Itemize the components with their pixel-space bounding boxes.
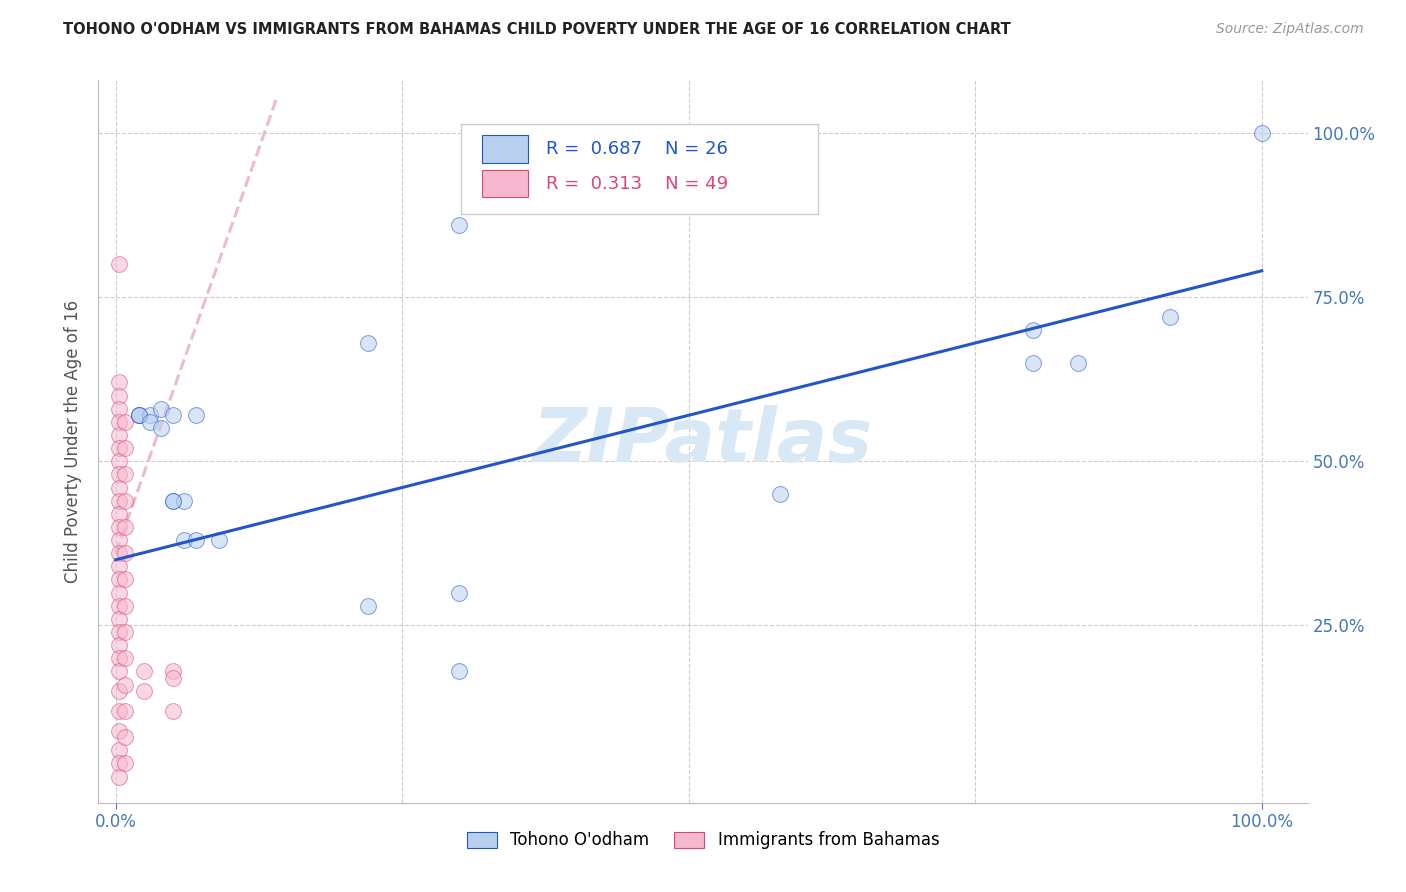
Point bbox=[139, 415, 162, 429]
Point bbox=[108, 388, 131, 402]
Point bbox=[114, 599, 136, 613]
Point bbox=[128, 409, 150, 423]
Point bbox=[114, 467, 136, 482]
Point bbox=[1159, 310, 1181, 324]
Point bbox=[1250, 126, 1272, 140]
Point bbox=[769, 487, 792, 501]
Point bbox=[162, 493, 184, 508]
Point bbox=[173, 493, 195, 508]
Point bbox=[108, 401, 131, 416]
Point bbox=[150, 421, 173, 435]
Point bbox=[108, 493, 131, 508]
Point bbox=[1067, 356, 1090, 370]
FancyBboxPatch shape bbox=[482, 136, 527, 162]
Point bbox=[108, 770, 131, 784]
Point bbox=[108, 756, 131, 771]
Point bbox=[108, 585, 131, 599]
Point bbox=[162, 704, 184, 718]
Text: ZIPatlas: ZIPatlas bbox=[533, 405, 873, 478]
Point bbox=[108, 415, 131, 429]
Point bbox=[108, 704, 131, 718]
Point bbox=[173, 533, 195, 547]
Point bbox=[162, 665, 184, 679]
Point bbox=[108, 546, 131, 560]
Point bbox=[108, 665, 131, 679]
Point bbox=[150, 401, 173, 416]
Point bbox=[208, 533, 231, 547]
Point bbox=[108, 428, 131, 442]
Text: Source: ZipAtlas.com: Source: ZipAtlas.com bbox=[1216, 22, 1364, 37]
Point bbox=[114, 625, 136, 640]
Point bbox=[128, 409, 150, 423]
Point bbox=[108, 257, 131, 271]
Point bbox=[108, 533, 131, 547]
Point bbox=[108, 467, 131, 482]
Point bbox=[108, 723, 131, 738]
Point bbox=[114, 573, 136, 587]
Point bbox=[114, 441, 136, 455]
Text: R =  0.687    N = 26: R = 0.687 N = 26 bbox=[546, 140, 728, 158]
Point bbox=[114, 493, 136, 508]
Point bbox=[108, 507, 131, 521]
Point bbox=[162, 409, 184, 423]
Point bbox=[114, 520, 136, 534]
Point bbox=[184, 533, 207, 547]
Point bbox=[108, 638, 131, 652]
Point bbox=[108, 481, 131, 495]
Point bbox=[114, 651, 136, 665]
Point bbox=[114, 415, 136, 429]
Point bbox=[184, 409, 207, 423]
Point bbox=[139, 409, 162, 423]
Point bbox=[108, 743, 131, 757]
Point bbox=[162, 671, 184, 685]
Point bbox=[114, 756, 136, 771]
Point bbox=[134, 684, 156, 698]
Point bbox=[108, 684, 131, 698]
Point bbox=[114, 704, 136, 718]
Point bbox=[134, 665, 156, 679]
Point bbox=[108, 573, 131, 587]
Point bbox=[128, 409, 150, 423]
Point bbox=[357, 599, 380, 613]
Text: TOHONO O'ODHAM VS IMMIGRANTS FROM BAHAMAS CHILD POVERTY UNDER THE AGE OF 16 CORR: TOHONO O'ODHAM VS IMMIGRANTS FROM BAHAMA… bbox=[63, 22, 1011, 37]
Point bbox=[108, 376, 131, 390]
Point bbox=[449, 585, 471, 599]
Point bbox=[357, 336, 380, 351]
Point bbox=[108, 520, 131, 534]
Point bbox=[1021, 323, 1043, 337]
Point bbox=[108, 454, 131, 468]
Point bbox=[1021, 356, 1043, 370]
Point bbox=[108, 612, 131, 626]
Legend: Tohono O'odham, Immigrants from Bahamas: Tohono O'odham, Immigrants from Bahamas bbox=[460, 824, 946, 856]
Point bbox=[162, 493, 184, 508]
Point bbox=[114, 546, 136, 560]
Text: R =  0.313    N = 49: R = 0.313 N = 49 bbox=[546, 175, 728, 193]
Point bbox=[108, 559, 131, 574]
Point bbox=[114, 730, 136, 744]
FancyBboxPatch shape bbox=[482, 169, 527, 197]
FancyBboxPatch shape bbox=[461, 124, 818, 214]
Point bbox=[449, 665, 471, 679]
Point bbox=[108, 599, 131, 613]
Point bbox=[449, 218, 471, 232]
Y-axis label: Child Poverty Under the Age of 16: Child Poverty Under the Age of 16 bbox=[65, 300, 83, 583]
Point bbox=[108, 651, 131, 665]
Point bbox=[108, 625, 131, 640]
Point bbox=[108, 441, 131, 455]
Point bbox=[114, 677, 136, 691]
